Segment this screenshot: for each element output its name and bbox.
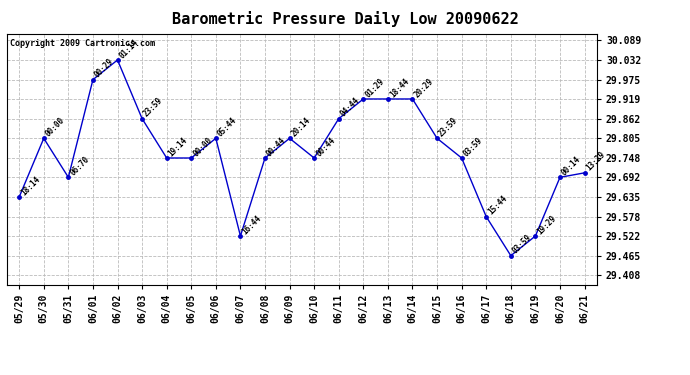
Text: 13:29: 13:29 (584, 150, 607, 173)
Text: Copyright 2009 Cartronics.com: Copyright 2009 Cartronics.com (10, 39, 155, 48)
Text: 18:44: 18:44 (388, 76, 411, 99)
Text: Barometric Pressure Daily Low 20090622: Barometric Pressure Daily Low 20090622 (172, 11, 518, 27)
Text: 03:59: 03:59 (511, 233, 533, 256)
Text: 15:44: 15:44 (486, 194, 509, 217)
Text: 19:29: 19:29 (535, 213, 558, 236)
Text: 04:44: 04:44 (339, 96, 362, 118)
Text: 23:59: 23:59 (437, 116, 460, 138)
Text: 00:44: 00:44 (314, 135, 337, 158)
Text: 23:59: 23:59 (142, 96, 165, 118)
Text: 01:14: 01:14 (117, 37, 140, 60)
Text: 20:29: 20:29 (413, 76, 435, 99)
Text: 18:14: 18:14 (19, 174, 42, 197)
Text: 06:70: 06:70 (68, 154, 91, 177)
Text: 00:14: 00:14 (560, 154, 582, 177)
Text: 20:14: 20:14 (290, 116, 313, 138)
Text: 03:59: 03:59 (462, 135, 484, 158)
Text: 00:29: 00:29 (93, 57, 116, 80)
Text: 05:44: 05:44 (216, 116, 239, 138)
Text: 16:44: 16:44 (240, 213, 263, 236)
Text: 00:00: 00:00 (191, 135, 214, 158)
Text: 00:44: 00:44 (265, 135, 288, 158)
Text: 00:00: 00:00 (43, 116, 66, 138)
Text: 19:14: 19:14 (167, 135, 189, 158)
Text: 01:29: 01:29 (364, 76, 386, 99)
